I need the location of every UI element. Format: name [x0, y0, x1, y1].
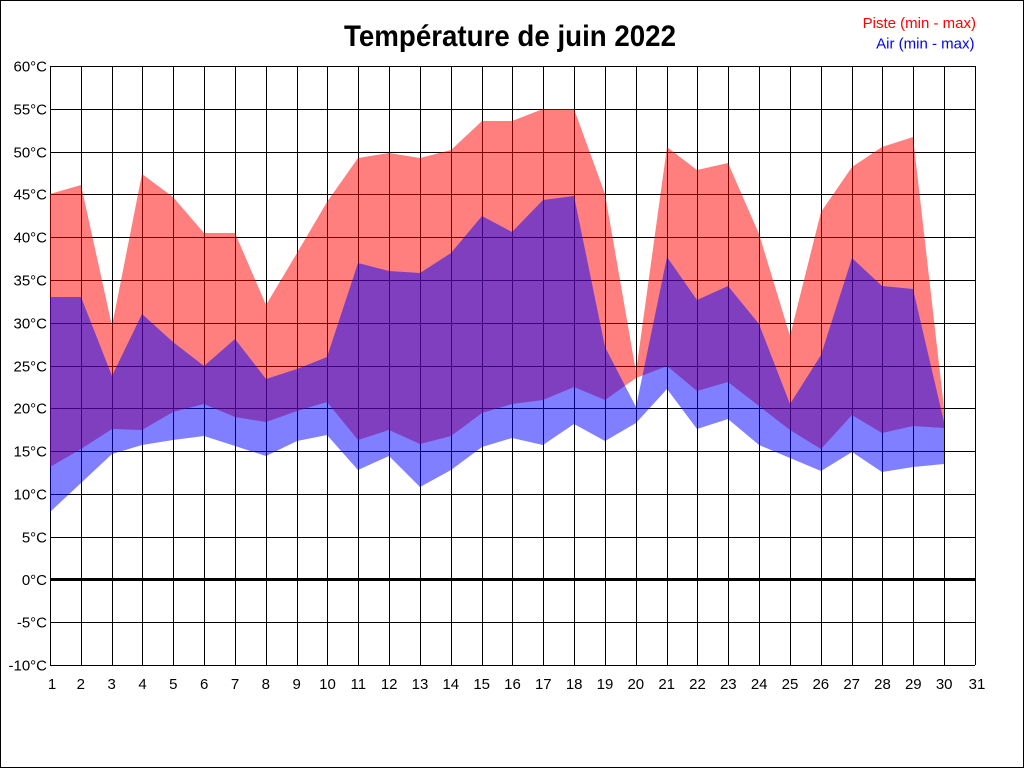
svg-text:Air (min - max): Air (min - max) [876, 35, 974, 52]
svg-text:20: 20 [627, 676, 644, 693]
svg-text:12: 12 [381, 676, 398, 693]
svg-text:2: 2 [77, 676, 85, 693]
svg-text:9: 9 [293, 676, 301, 693]
svg-text:10: 10 [319, 676, 336, 693]
svg-text:27: 27 [843, 676, 860, 693]
svg-text:5: 5 [169, 676, 177, 693]
svg-text:1: 1 [48, 676, 56, 693]
svg-text:29: 29 [905, 676, 922, 693]
svg-text:13: 13 [412, 676, 429, 693]
svg-text:30: 30 [936, 676, 953, 693]
svg-text:28: 28 [874, 676, 891, 693]
svg-text:26: 26 [812, 676, 829, 693]
svg-text:22: 22 [689, 676, 706, 693]
svg-text:24: 24 [751, 676, 768, 693]
svg-text:4: 4 [138, 676, 146, 693]
svg-text:5°C: 5°C [22, 529, 47, 546]
svg-text:30°C: 30°C [13, 315, 47, 332]
svg-text:17: 17 [535, 676, 552, 693]
svg-text:19: 19 [597, 676, 614, 693]
svg-text:3: 3 [108, 676, 116, 693]
svg-text:40°C: 40°C [13, 229, 47, 246]
svg-text:6: 6 [200, 676, 208, 693]
svg-text:0°C: 0°C [22, 572, 47, 589]
svg-text:-10°C: -10°C [8, 657, 47, 674]
svg-text:25°C: 25°C [13, 358, 47, 375]
svg-text:8: 8 [262, 676, 270, 693]
svg-text:55°C: 55°C [13, 101, 47, 118]
svg-text:23: 23 [720, 676, 737, 693]
svg-text:35°C: 35°C [13, 272, 47, 289]
svg-text:14: 14 [442, 676, 459, 693]
svg-text:31: 31 [969, 676, 986, 693]
svg-text:50°C: 50°C [13, 144, 47, 161]
svg-text:18: 18 [566, 676, 583, 693]
svg-text:Température de juin 2022: Température de juin 2022 [344, 20, 676, 53]
svg-text:25: 25 [782, 676, 799, 693]
svg-text:7: 7 [231, 676, 239, 693]
svg-text:15: 15 [473, 676, 490, 693]
svg-text:20°C: 20°C [13, 400, 47, 417]
svg-text:16: 16 [504, 676, 521, 693]
svg-text:Piste (min - max): Piste (min - max) [863, 15, 976, 32]
svg-text:45°C: 45°C [13, 186, 47, 203]
svg-text:15°C: 15°C [13, 443, 47, 460]
svg-text:10°C: 10°C [13, 486, 47, 503]
svg-text:21: 21 [658, 676, 675, 693]
svg-text:-5°C: -5°C [17, 614, 47, 631]
svg-text:11: 11 [351, 676, 367, 693]
svg-text:60°C: 60°C [13, 58, 47, 75]
